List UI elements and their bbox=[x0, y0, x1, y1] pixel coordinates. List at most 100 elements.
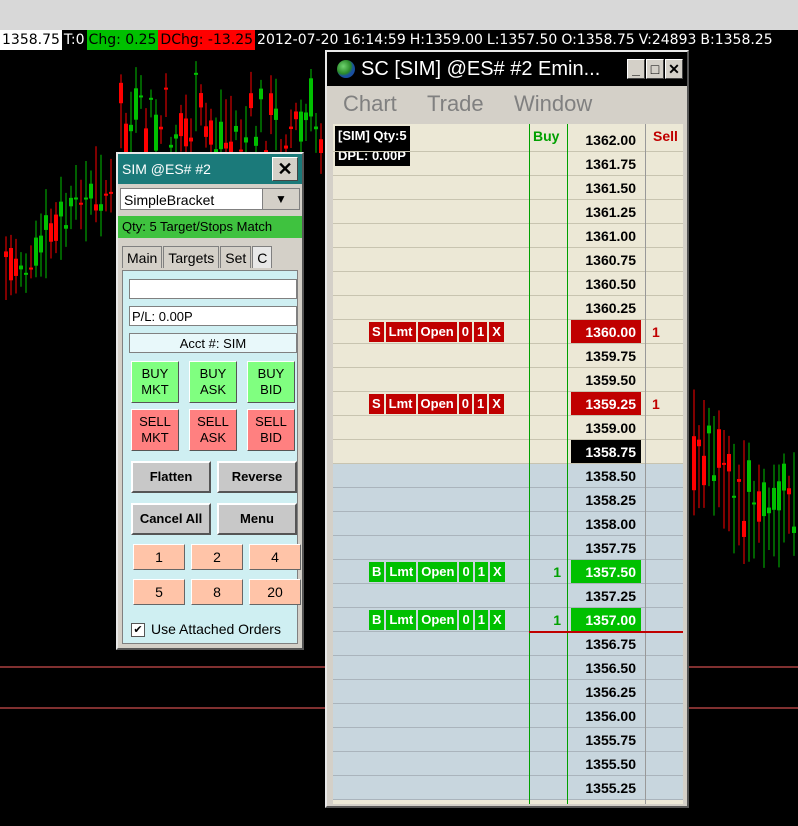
order-part[interactable]: X bbox=[489, 610, 505, 630]
ladder-price[interactable]: 1360.00 bbox=[571, 320, 641, 343]
trade-window[interactable]: SIM @ES# #2 ✕ SimpleBracket ▼ Qty: 5 Tar… bbox=[116, 152, 304, 650]
ladder-row[interactable]: 1355.25 bbox=[333, 776, 683, 800]
ladder-price[interactable]: 1355.75 bbox=[585, 732, 636, 748]
qty-button-2[interactable]: 2 bbox=[191, 544, 243, 570]
cancel-all-button[interactable]: Cancel All bbox=[131, 503, 211, 535]
qty-button-5[interactable]: 5 bbox=[133, 579, 185, 605]
ladder-row[interactable]: 1358.25 bbox=[333, 488, 683, 512]
qty-button-4[interactable]: 4 bbox=[249, 544, 301, 570]
reverse-button[interactable]: Reverse bbox=[217, 461, 297, 493]
ladder-price[interactable]: 1356.50 bbox=[585, 660, 636, 676]
ladder-row[interactable]: 1356.75 bbox=[333, 632, 683, 656]
ladder-row[interactable]: 1359.75 bbox=[333, 344, 683, 368]
menu-window[interactable]: Window bbox=[514, 91, 593, 116]
ladder-price[interactable]: 1357.75 bbox=[585, 540, 636, 556]
ladder-row[interactable]: 1361.25 bbox=[333, 200, 683, 224]
ladder-price[interactable]: 1356.00 bbox=[585, 708, 636, 724]
ladder-price[interactable]: 1356.75 bbox=[585, 636, 636, 652]
ladder-row[interactable]: 1357.50 B Lmt Open 0 1 X 1 bbox=[333, 560, 683, 584]
sell-limit-order[interactable]: S Lmt Open 0 1 X bbox=[369, 322, 504, 342]
ladder-row[interactable]: 1360.50 bbox=[333, 272, 683, 296]
sell-ask-button[interactable]: SELL ASK bbox=[189, 409, 237, 451]
buy-limit-order[interactable]: B Lmt Open 0 1 X bbox=[369, 610, 505, 630]
ladder-price[interactable]: 1357.00 bbox=[571, 608, 641, 631]
sell-bid-button[interactable]: SELL BID bbox=[247, 409, 295, 451]
text-input[interactable] bbox=[129, 279, 297, 299]
ladder-row[interactable]: 1359.25 S Lmt Open 0 1 X 1 bbox=[333, 392, 683, 416]
ladder-price[interactable]: 1360.25 bbox=[585, 300, 636, 316]
ladder-row[interactable]: 1359.00 bbox=[333, 416, 683, 440]
price-ladder[interactable]: [SIM] Qty:5 DPL: 0.00P Buy Sell 1362.00 13… bbox=[333, 124, 683, 804]
ladder-price[interactable]: 1356.25 bbox=[585, 684, 636, 700]
strategy-select[interactable]: SimpleBracket ▼ bbox=[120, 188, 300, 210]
ladder-row[interactable]: 1362.00 bbox=[333, 128, 683, 152]
qty-button-1[interactable]: 1 bbox=[133, 544, 185, 570]
ladder-price[interactable]: 1358.50 bbox=[585, 468, 636, 484]
ladder-price[interactable]: 1361.00 bbox=[585, 228, 636, 244]
ladder-row[interactable]: 1360.75 bbox=[333, 248, 683, 272]
ladder-row[interactable]: 1361.50 bbox=[333, 176, 683, 200]
buy-ask-button[interactable]: BUY ASK bbox=[189, 361, 237, 403]
ladder-price[interactable]: 1360.50 bbox=[585, 276, 636, 292]
qty-button-20[interactable]: 20 bbox=[249, 579, 301, 605]
ladder-row[interactable]: 1358.00 bbox=[333, 512, 683, 536]
ladder-price[interactable]: 1360.75 bbox=[585, 252, 636, 268]
ladder-price[interactable]: 1357.25 bbox=[585, 588, 636, 604]
chevron-down-icon[interactable]: ▼ bbox=[262, 189, 299, 209]
ladder-price[interactable]: 1358.75 bbox=[571, 440, 641, 463]
attached-orders-checkbox[interactable]: ✔ bbox=[131, 623, 145, 638]
ladder-price[interactable]: 1358.00 bbox=[585, 516, 636, 532]
buy-market-button[interactable]: BUY MKT bbox=[131, 361, 179, 403]
order-part[interactable]: X bbox=[489, 394, 504, 414]
ladder-price[interactable]: 1361.75 bbox=[585, 156, 636, 172]
ladder-row[interactable]: 1356.00 bbox=[333, 704, 683, 728]
sell-qty[interactable]: 1 bbox=[652, 396, 660, 412]
ladder-price[interactable]: 1355.25 bbox=[585, 780, 636, 796]
candlestick-chart[interactable] bbox=[0, 50, 798, 826]
ladder-row[interactable]: 1361.00 bbox=[333, 224, 683, 248]
ladder-row[interactable]: 1356.50 bbox=[333, 656, 683, 680]
buy-qty[interactable]: 1 bbox=[553, 564, 561, 580]
ladder-row[interactable]: 1360.25 bbox=[333, 296, 683, 320]
close-button[interactable]: ✕ bbox=[665, 59, 683, 79]
ladder-row[interactable]: 1357.00 B Lmt Open 0 1 X 1 bbox=[333, 608, 683, 632]
ladder-row[interactable]: 1360.00 S Lmt Open 0 1 X 1 bbox=[333, 320, 683, 344]
maximize-button[interactable]: □ bbox=[646, 59, 664, 79]
ladder-price[interactable]: 1359.25 bbox=[571, 392, 641, 415]
flatten-button[interactable]: Flatten bbox=[131, 461, 211, 493]
minimize-button[interactable]: _ bbox=[627, 59, 645, 79]
menu-trade[interactable]: Trade bbox=[427, 91, 484, 116]
sell-market-button[interactable]: SELL MKT bbox=[131, 409, 179, 451]
buy-limit-order[interactable]: B Lmt Open 0 1 X bbox=[369, 562, 505, 582]
tab-main[interactable]: Main bbox=[122, 246, 163, 268]
ladder-price[interactable]: 1359.75 bbox=[585, 348, 636, 364]
sell-limit-order[interactable]: S Lmt Open 0 1 X bbox=[369, 394, 504, 414]
ladder-row[interactable]: 1358.75 bbox=[333, 440, 683, 464]
ladder-row[interactable]: 1356.25 bbox=[333, 680, 683, 704]
tab-c[interactable]: C bbox=[252, 246, 273, 268]
ladder-row[interactable]: 1358.50 bbox=[333, 464, 683, 488]
ladder-price[interactable]: 1362.00 bbox=[585, 132, 636, 148]
price-chart[interactable] bbox=[0, 50, 798, 826]
ladder-price[interactable]: 1357.50 bbox=[571, 560, 641, 583]
dom-window[interactable]: SC [SIM] @ES# #2 Emin... _ □ ✕ Chart Tra… bbox=[325, 50, 689, 808]
ladder-row[interactable]: 1359.50 bbox=[333, 368, 683, 392]
qty-button-8[interactable]: 8 bbox=[191, 579, 243, 605]
ladder-price[interactable]: 1358.25 bbox=[585, 492, 636, 508]
trade-window-titlebar[interactable]: SIM @ES# #2 ✕ bbox=[118, 154, 302, 184]
tab-targets[interactable]: Targets bbox=[163, 246, 220, 268]
order-part[interactable]: X bbox=[489, 562, 505, 582]
ladder-price[interactable]: 1359.00 bbox=[585, 420, 636, 436]
tab-set[interactable]: Set bbox=[220, 246, 252, 268]
ladder-price[interactable]: 1359.50 bbox=[585, 372, 636, 388]
sell-qty[interactable]: 1 bbox=[652, 324, 660, 340]
ladder-price[interactable]: 1361.25 bbox=[585, 204, 636, 220]
dom-window-titlebar[interactable]: SC [SIM] @ES# #2 Emin... _ □ ✕ bbox=[327, 52, 687, 86]
ladder-price[interactable]: 1361.50 bbox=[585, 180, 636, 196]
ladder-row[interactable]: 1355.75 bbox=[333, 728, 683, 752]
menu-chart[interactable]: Chart bbox=[343, 91, 397, 116]
menu-button[interactable]: Menu bbox=[217, 503, 297, 535]
ladder-price[interactable]: 1355.50 bbox=[585, 756, 636, 772]
buy-qty[interactable]: 1 bbox=[553, 612, 561, 628]
close-button[interactable]: ✕ bbox=[272, 157, 298, 181]
